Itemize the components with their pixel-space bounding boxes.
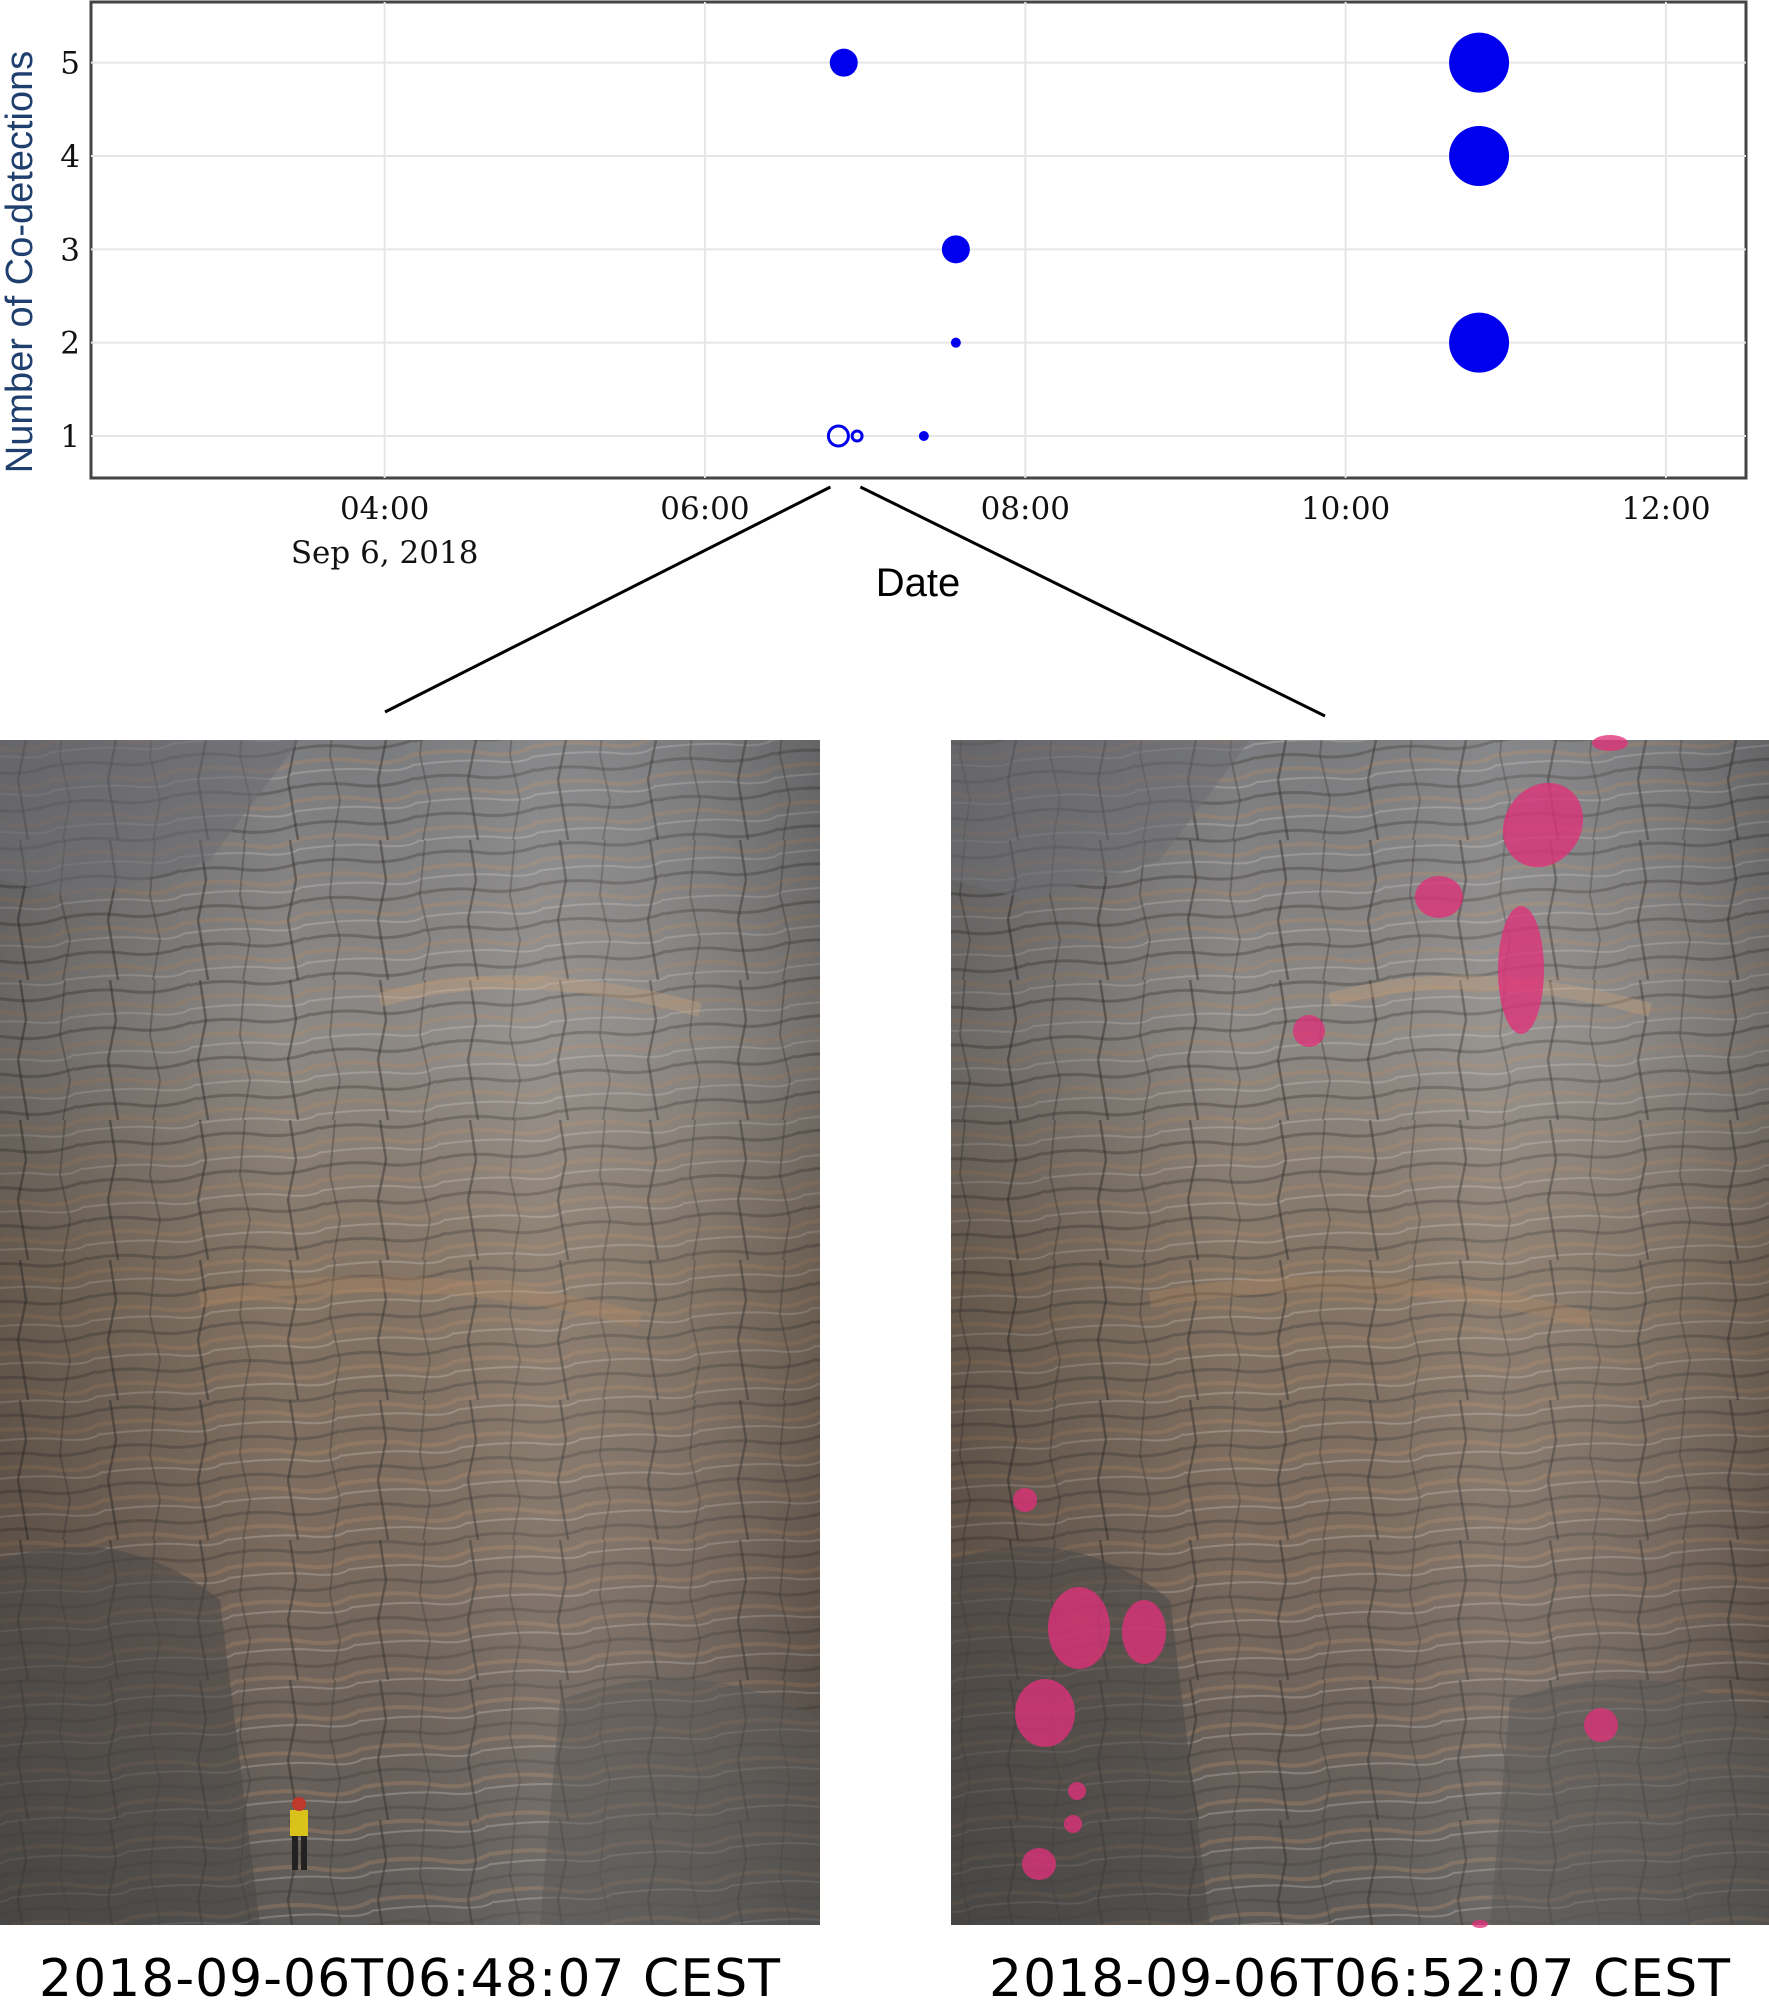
zoom-line-right bbox=[859, 485, 1326, 718]
y-tick-labels: 1 2 3 4 5 bbox=[60, 46, 80, 455]
zoom-connector-lines bbox=[384, 485, 1326, 718]
highlight-region bbox=[1068, 1782, 1086, 1800]
zoom-line-left bbox=[384, 485, 832, 714]
photo-right bbox=[951, 735, 1769, 1928]
grid-lines bbox=[91, 2, 1746, 478]
highlight-region bbox=[1064, 1815, 1082, 1833]
data-point bbox=[918, 431, 929, 441]
data-point bbox=[826, 424, 850, 448]
plot-area: 1 2 3 4 5 04:00 Sep 6, 2018 06:00 08:00 10:00 12:… bbox=[0, 0, 1748, 605]
x-axis-title: Date bbox=[876, 561, 961, 605]
highlight-region bbox=[1048, 1587, 1110, 1669]
highlight-region bbox=[1472, 1920, 1488, 1928]
x-tick-label: 10:00 bbox=[1301, 491, 1390, 527]
y-tick-label: 4 bbox=[60, 139, 80, 175]
photo-right-caption: 2018-09-06T06:52:07 CEST bbox=[989, 1949, 1731, 2009]
highlight-region bbox=[1293, 1015, 1325, 1047]
data-point bbox=[829, 48, 858, 77]
data-point bbox=[850, 429, 864, 443]
highlight-region bbox=[1022, 1848, 1056, 1880]
photo-left-caption: 2018-09-06T06:48:07 CEST bbox=[39, 1949, 781, 2009]
data-point bbox=[950, 337, 961, 348]
highlight-region bbox=[1015, 1679, 1075, 1747]
x-tick-label: 08:00 bbox=[981, 491, 1070, 527]
x-tick-label: 06:00 bbox=[660, 491, 749, 527]
change-highlights bbox=[1013, 735, 1628, 1928]
data-point bbox=[1449, 126, 1510, 186]
y-tick-label: 3 bbox=[60, 232, 80, 268]
x-tick-label: 12:00 bbox=[1621, 491, 1710, 527]
x-tick-sublabel: Sep 6, 2018 bbox=[291, 535, 479, 571]
data-point bbox=[1449, 312, 1510, 373]
data-point bbox=[1449, 32, 1510, 93]
y-axis-title: Number of Co-detections bbox=[0, 51, 41, 473]
highlight-region bbox=[1502, 782, 1584, 868]
data-points bbox=[826, 32, 1510, 448]
highlight-region bbox=[1013, 1488, 1037, 1512]
highlight-region bbox=[1592, 735, 1628, 751]
y-tick-label: 1 bbox=[60, 419, 80, 455]
highlight-region bbox=[1415, 876, 1463, 918]
highlight-region bbox=[1122, 1600, 1166, 1664]
photo-left bbox=[0, 740, 820, 1925]
highlight-region bbox=[1584, 1708, 1618, 1742]
climber-figure bbox=[290, 1797, 308, 1870]
data-point bbox=[941, 235, 970, 264]
highlight-region bbox=[1498, 906, 1544, 1034]
x-tick-label: 04:00 bbox=[340, 491, 429, 527]
y-tick-label: 2 bbox=[60, 326, 80, 362]
y-tick-label: 5 bbox=[60, 46, 80, 82]
x-tick-labels: 04:00 Sep 6, 2018 06:00 08:00 10:00 12:00 bbox=[291, 491, 1711, 571]
